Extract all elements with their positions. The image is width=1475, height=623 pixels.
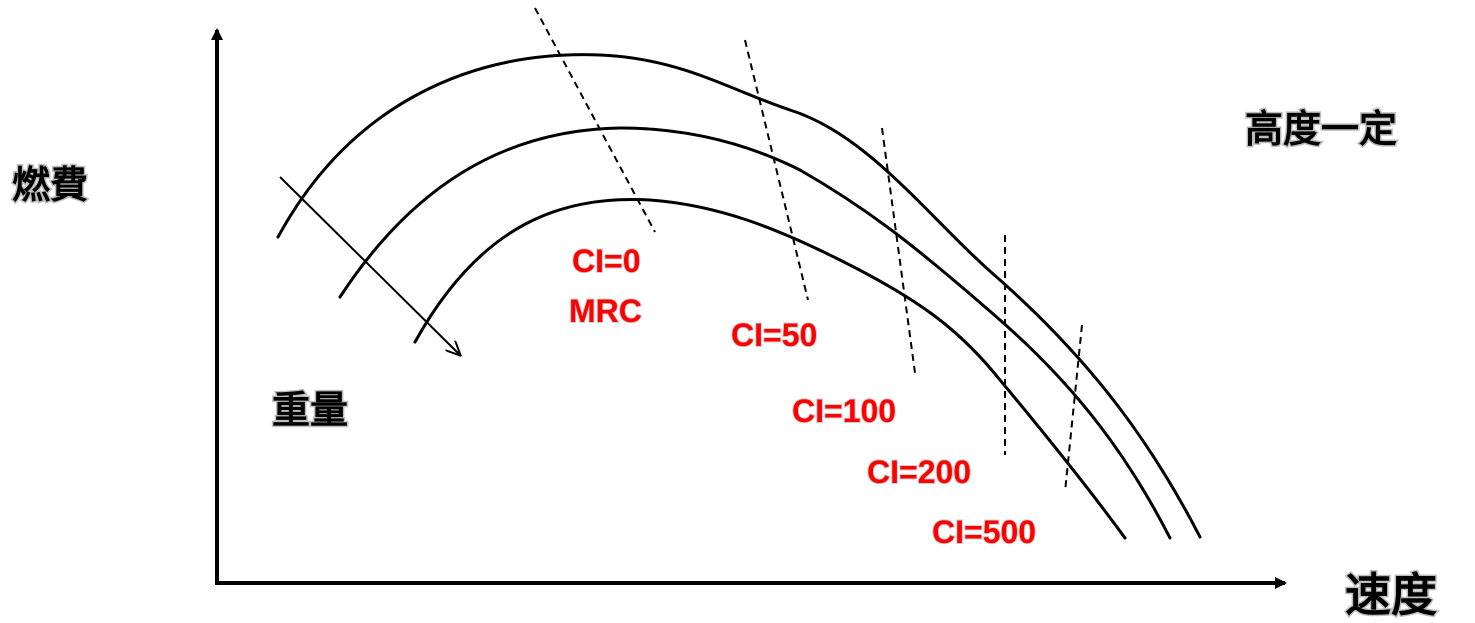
fuel-curve-heavy (413, 197, 1127, 540)
ci-500-label: CI=500 (932, 514, 1036, 550)
ci-100-label: CI=100 (792, 393, 896, 429)
condition-label: 高度一定 (1245, 107, 1397, 151)
fuel-curve-light (276, 53, 1202, 539)
weight-increase-arrow (279, 176, 460, 355)
ci-line-100 (881, 127, 916, 374)
weight-label: 重量 (272, 388, 348, 432)
x-axis-label: 速度 (1345, 568, 1437, 622)
ci-line-0 (534, 7, 656, 233)
ci-200-label: CI=200 (867, 454, 971, 490)
mrc-label: MRC (569, 293, 642, 329)
ci-50-label: CI=50 (731, 317, 817, 353)
y-axis-label: 燃費 (12, 163, 88, 207)
ci-0-label: CI=0 (572, 243, 640, 279)
ci-line-500 (1064, 324, 1083, 493)
ci-line-50 (744, 39, 809, 301)
fuel-curve-medium (338, 126, 1172, 540)
